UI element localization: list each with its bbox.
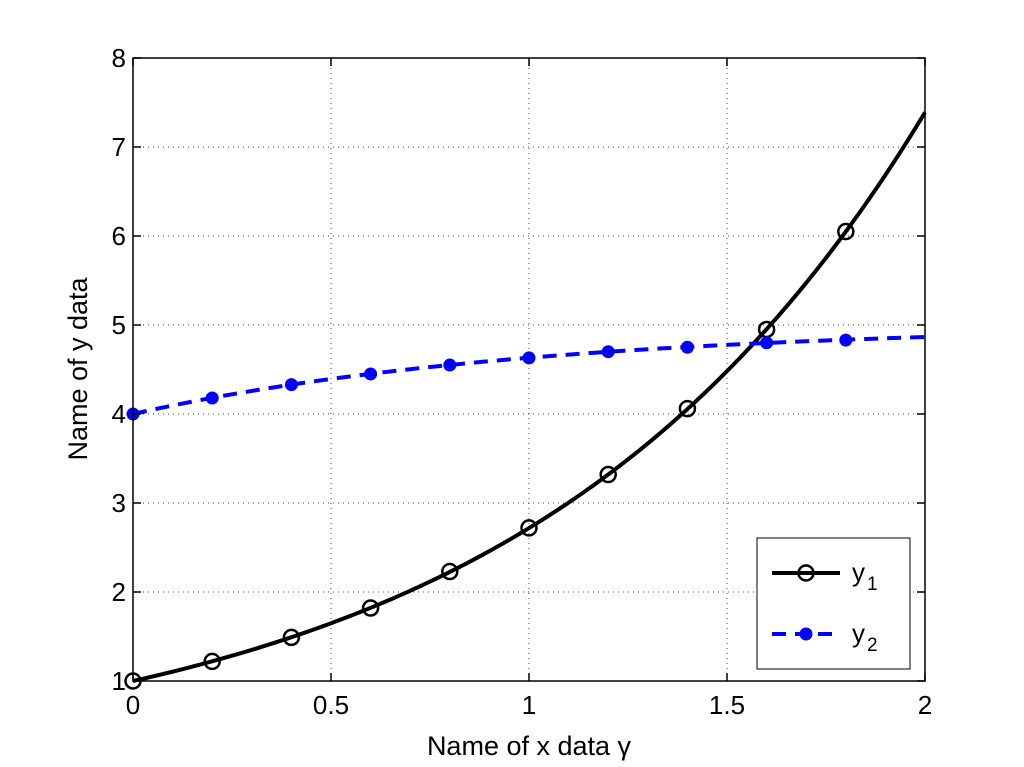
data-point-y2 [522,351,536,365]
x-tick-label: 1.5 [709,690,745,720]
series-layer [124,111,927,690]
data-point-y2 [760,336,774,350]
data-point-y1 [599,465,617,484]
data-point-y2 [284,378,298,392]
data-point-y1 [282,628,301,647]
x-axis-title: Name of x data γ [427,731,632,761]
legend-marker-y2 [799,627,813,641]
data-point-y2 [364,367,378,381]
tick-marks [132,57,926,682]
data-point-y2 [839,333,853,347]
data-point-y2 [205,391,219,405]
legend-box [756,537,911,670]
data-point-y2 [680,340,694,354]
legend-label-y1-base: y [852,557,865,587]
y-tick-label: 4 [112,399,126,429]
tick-labels: 0 0.5 1 1.5 2 1 2 3 4 5 6 7 8 [112,43,933,720]
x-tick-label: 0 [126,690,140,720]
y-tick-label: 2 [112,577,126,607]
y-tick-label: 6 [112,221,126,251]
grid [133,58,925,681]
legend-label-y2-base: y [852,618,865,648]
x-tick-label: 1 [522,690,536,720]
data-point-y1 [837,222,855,241]
data-point-y2 [601,345,615,359]
x-tick-label: 0.5 [313,690,349,720]
legend-label-y2-sub: 2 [867,635,878,656]
legend-label-y1-sub: 1 [867,574,878,595]
x-tick-label: 2 [918,690,932,720]
series-line-y1 [132,111,927,683]
legend-marker-y1 [797,564,815,582]
data-point-y1 [441,562,459,581]
data-point-y1 [678,399,697,418]
data-point-y1 [520,519,538,537]
y-tick-label: 5 [112,310,126,340]
data-point-y1 [361,599,380,617]
y-tick-label: 3 [112,488,126,518]
y-tick-label: 1 [112,666,126,696]
y-axis-title: Name of y data [63,276,93,460]
y-tick-label: 7 [112,132,126,162]
y-tick-label: 8 [112,43,126,73]
data-point-y2 [443,358,457,372]
data-point-y1 [203,652,221,671]
